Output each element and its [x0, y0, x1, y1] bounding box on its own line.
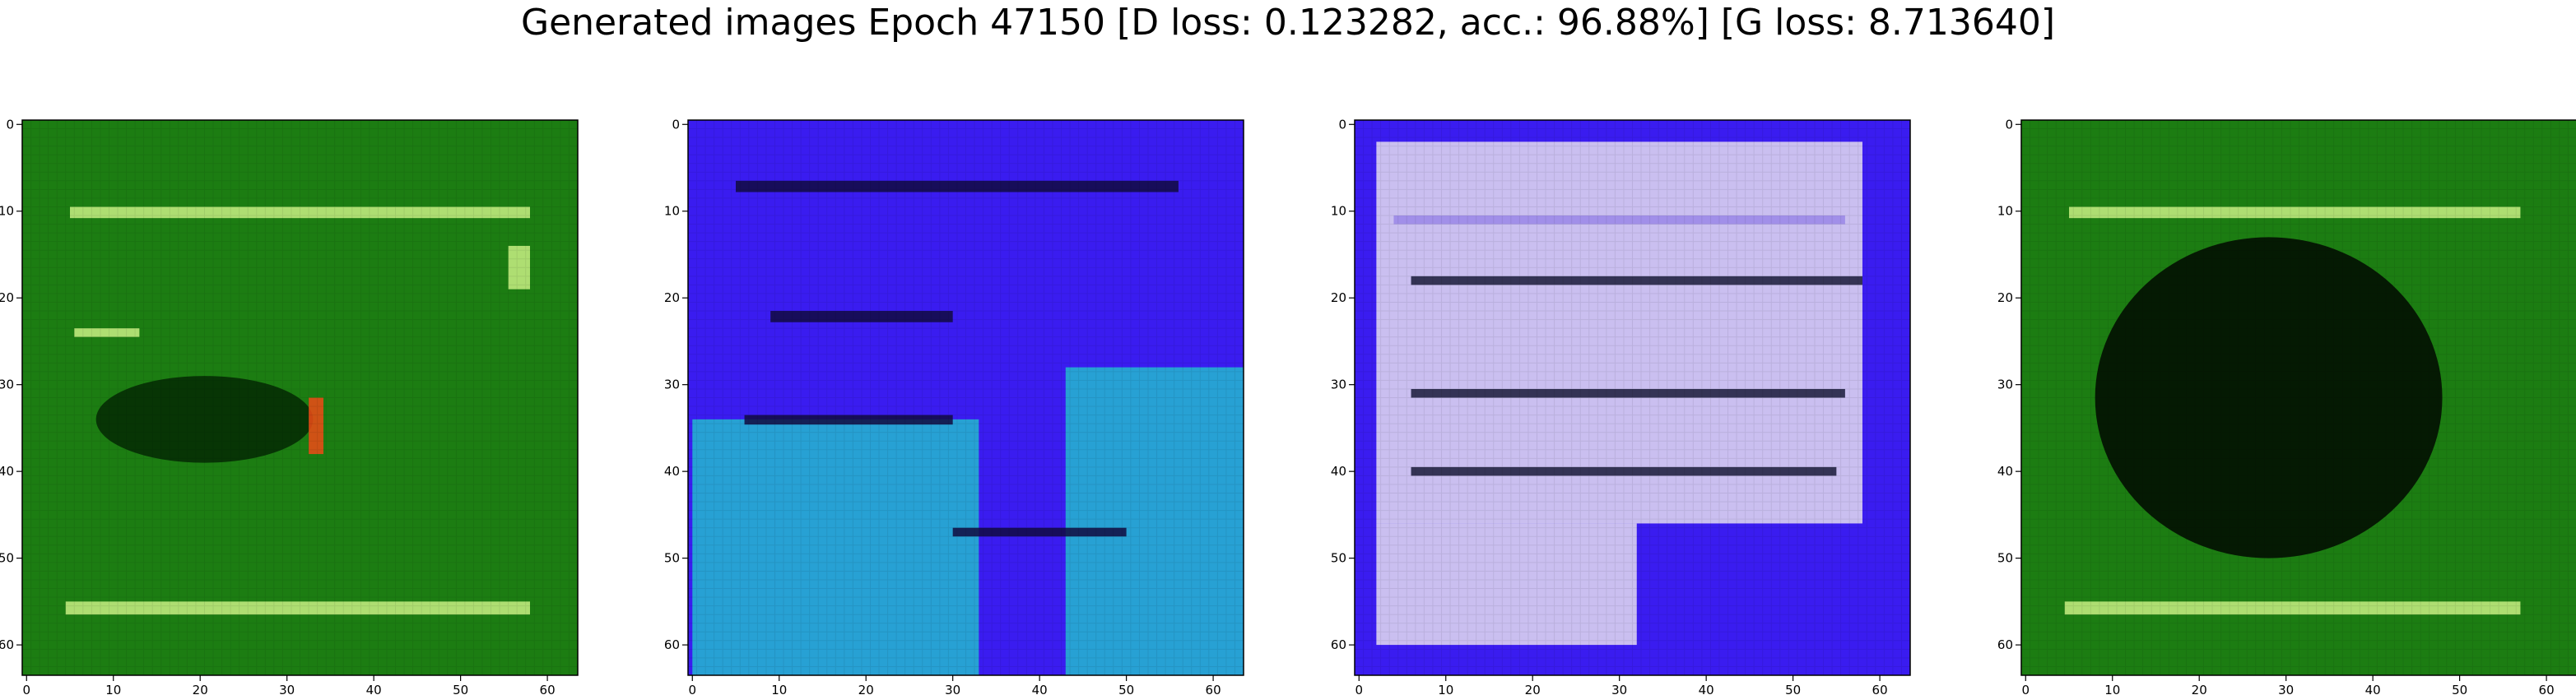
y-tick-label: 50: [1331, 551, 1346, 566]
y-tick-label: 60: [664, 637, 680, 652]
x-tick-label: 40: [2365, 683, 2381, 695]
panel-4: 0 10 20 30 40 50 60 0 10 20 30 40 50 60: [1997, 117, 2576, 695]
figure-suptitle: Generated images Epoch 47150 [D loss: 0.…: [520, 2, 2056, 44]
y-tick-label: 10: [1997, 204, 2013, 219]
x-tick-label: 10: [1438, 683, 1453, 695]
y-tick-label: 30: [0, 378, 14, 392]
x-tick-label: 30: [279, 683, 295, 695]
generated-image-3: [1355, 120, 1910, 675]
y-tick-label: 30: [1997, 378, 2013, 392]
pixel-texture: [2021, 120, 2576, 675]
panel-3: 0 10 20 30 40 50 60 0 10 20 30 40 50 60: [1331, 117, 1911, 695]
x-tick-label: 50: [1118, 683, 1134, 695]
x-tick-label: 30: [2278, 683, 2294, 695]
y-tick-label: 40: [0, 464, 14, 479]
y-tick-label: 20: [0, 290, 14, 305]
x-tick-label: 50: [453, 683, 468, 695]
x-tick-label: 0: [689, 683, 697, 695]
x-tick-label: 60: [2539, 683, 2555, 695]
y-tick-label: 10: [1331, 204, 1346, 219]
y-tick-label: 50: [1997, 551, 2013, 566]
x-tick-label: 40: [366, 683, 382, 695]
x-tick-label: 50: [2452, 683, 2467, 695]
y-tick-label: 30: [664, 378, 680, 392]
axes-frame: [21, 119, 579, 676]
y-tick-label: 40: [1331, 464, 1346, 479]
y-tick-label: 10: [0, 204, 14, 219]
x-tick-label: 20: [1525, 683, 1541, 695]
y-tick-label: 60: [0, 637, 14, 652]
x-tick-label: 0: [23, 683, 31, 695]
y-tick-label: 0: [2005, 117, 2013, 132]
x-tick-label: 40: [1032, 683, 1048, 695]
generated-image-4: [2021, 120, 2576, 675]
x-tick-label: 0: [1355, 683, 1364, 695]
x-tick-label: 40: [1699, 683, 1714, 695]
y-tick-label: 40: [664, 464, 680, 479]
y-tick-label: 0: [6, 117, 14, 132]
x-tick-label: 20: [858, 683, 874, 695]
x-tick-label: 60: [540, 683, 556, 695]
x-tick-label: 60: [1872, 683, 1888, 695]
x-tick-label: 50: [1785, 683, 1801, 695]
y-tick-label: 20: [664, 290, 680, 305]
x-tick-label: 20: [193, 683, 208, 695]
x-tick-label: 10: [771, 683, 787, 695]
y-tick-label: 0: [672, 117, 680, 132]
y-tick-label: 20: [1997, 290, 2013, 305]
y-tick-label: 40: [1997, 464, 2013, 479]
y-tick-label: 60: [1997, 637, 2013, 652]
x-tick-label: 60: [1206, 683, 1221, 695]
y-tick-label: 20: [1331, 290, 1346, 305]
x-tick-label: 30: [945, 683, 960, 695]
x-tick-label: 20: [2192, 683, 2207, 695]
x-tick-label: 10: [2104, 683, 2120, 695]
generated-image-2: [688, 120, 1244, 675]
x-tick-label: 30: [1611, 683, 1627, 695]
y-tick-label: 60: [1331, 637, 1346, 652]
axes-frame: [687, 119, 1244, 676]
y-tick-label: 50: [664, 551, 680, 566]
generated-image-1: [22, 120, 578, 675]
axes-frame: [1354, 119, 1911, 676]
y-tick-label: 30: [1331, 378, 1346, 392]
y-tick-label: 0: [1338, 117, 1346, 132]
pixel-texture: [22, 120, 578, 675]
y-tick-label: 10: [664, 204, 680, 219]
pixel-texture: [1355, 120, 1910, 675]
axes-frame: [2020, 119, 2576, 676]
panel-2: 0 10 20 30 40 50 60 0 10 20 30 40 50 60: [664, 117, 1244, 695]
pixel-texture: [688, 120, 1244, 675]
x-tick-label: 10: [105, 683, 121, 695]
panel-1: 0 10 20 30 40 50 60 0 10 20 30 40 50 60: [0, 117, 579, 695]
x-tick-label: 0: [2022, 683, 2030, 695]
y-tick-label: 50: [0, 551, 14, 566]
